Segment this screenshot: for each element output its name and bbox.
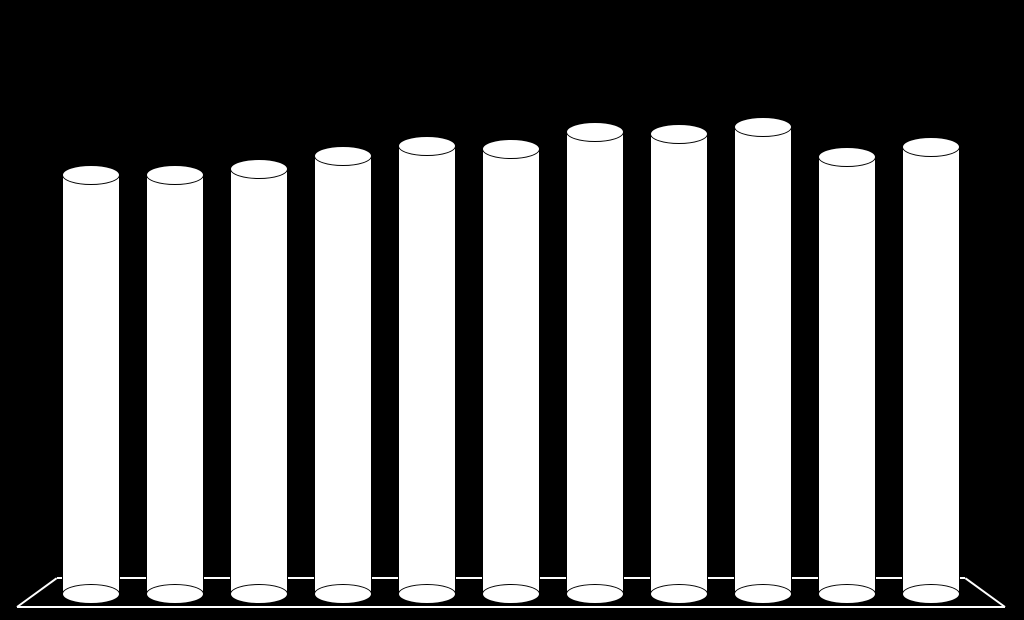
bar-top-ellipse xyxy=(398,136,456,156)
bar-base-ellipse xyxy=(650,584,708,604)
bar-cylinder xyxy=(566,132,624,594)
bar-top-ellipse xyxy=(230,159,288,179)
bar-top-ellipse xyxy=(62,165,120,185)
bar-shaft xyxy=(146,175,204,594)
bar-cylinder xyxy=(398,146,456,594)
bar-top-ellipse xyxy=(818,147,876,167)
bar-cylinder xyxy=(230,169,288,594)
bar-base-ellipse xyxy=(566,584,624,604)
floor-edge xyxy=(16,577,57,608)
bar-base-ellipse xyxy=(62,584,120,604)
bar-shaft xyxy=(566,132,624,594)
chart-stage xyxy=(0,0,1024,620)
bar-cylinder xyxy=(482,149,540,594)
bar-base-ellipse xyxy=(146,584,204,604)
bar-cylinder xyxy=(902,147,960,594)
bar-shaft xyxy=(62,175,120,594)
floor-edge xyxy=(964,577,1005,608)
bar-base-ellipse xyxy=(818,584,876,604)
bar-cylinder xyxy=(146,175,204,594)
bar-base-ellipse xyxy=(482,584,540,604)
bar-shaft xyxy=(902,147,960,594)
bar-base-ellipse xyxy=(230,584,288,604)
bar-shaft xyxy=(482,149,540,594)
bar-top-ellipse xyxy=(314,146,372,166)
bar-cylinder xyxy=(818,157,876,594)
bar-shaft xyxy=(734,127,792,594)
bar-base-ellipse xyxy=(902,584,960,604)
bar-shaft xyxy=(230,169,288,594)
bar-base-ellipse xyxy=(314,584,372,604)
bar-shaft xyxy=(398,146,456,594)
bar-shaft xyxy=(314,156,372,594)
bar-top-ellipse xyxy=(734,117,792,137)
bar-cylinder xyxy=(650,134,708,594)
bar-top-ellipse xyxy=(482,139,540,159)
bar-shaft xyxy=(650,134,708,594)
bar-cylinder xyxy=(62,175,120,594)
bar-top-ellipse xyxy=(902,137,960,157)
floor-edge xyxy=(17,606,1005,608)
bar-top-ellipse xyxy=(146,165,204,185)
bar-cylinder xyxy=(314,156,372,594)
bar-base-ellipse xyxy=(398,584,456,604)
bar-base-ellipse xyxy=(734,584,792,604)
bar-shaft xyxy=(818,157,876,594)
bar-top-ellipse xyxy=(566,122,624,142)
bar-cylinder xyxy=(734,127,792,594)
bar-top-ellipse xyxy=(650,124,708,144)
